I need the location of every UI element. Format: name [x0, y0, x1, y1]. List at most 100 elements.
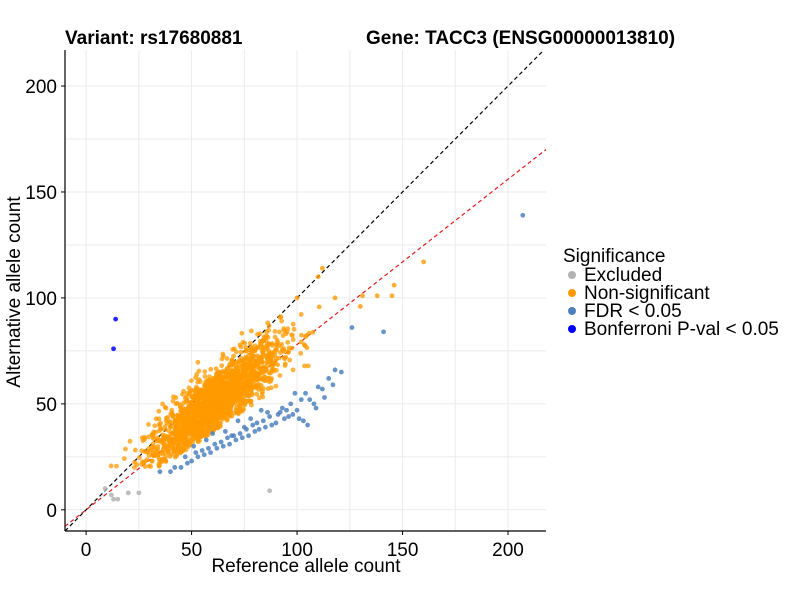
- nonsignificant-point: [276, 329, 282, 335]
- nonsignificant-point: [191, 427, 196, 433]
- fdr-point: [311, 401, 317, 407]
- nonsignificant-point: [196, 433, 202, 438]
- nonsignificant-point: [176, 429, 182, 435]
- fdr-point: [218, 439, 224, 445]
- nonsignificant-point: [142, 464, 148, 470]
- nonsignificant-point: [201, 401, 207, 407]
- nonsignificant-point: [156, 408, 162, 414]
- nonsignificant-point: [263, 366, 269, 372]
- bonferroni-point: [111, 346, 116, 352]
- fdr-point: [214, 445, 220, 451]
- nonsignificant-point: [298, 350, 304, 356]
- fdr-point: [195, 454, 201, 460]
- fdr-point: [284, 407, 289, 413]
- nonsignificant-point: [146, 434, 152, 440]
- nonsignificant-point: [290, 367, 296, 373]
- nonsignificant-point: [305, 363, 311, 369]
- y-tick-label: 0: [46, 501, 57, 522]
- nonsignificant-point: [263, 378, 269, 384]
- nonsignificant-point: [290, 332, 295, 338]
- nonsignificant-point: [306, 330, 312, 336]
- nonsignificant-point: [170, 414, 175, 420]
- legend-label-bonferroni: Bonferroni P-val < 0.05: [584, 319, 779, 340]
- nonsignificant-point: [225, 394, 231, 399]
- axes: [64, 50, 546, 532]
- fdr-point: [182, 454, 188, 460]
- nonsignificant-point: [265, 320, 271, 326]
- nonsignificant-point: [176, 442, 182, 448]
- fdr-point: [330, 382, 336, 388]
- nonsignificant-point: [262, 334, 268, 340]
- nonsignificant-point: [149, 458, 155, 464]
- fdr-point: [220, 443, 226, 449]
- title-variant: Variant: rs17680881: [65, 28, 243, 49]
- fdr-point: [246, 433, 251, 439]
- nonsignificant-point: [258, 367, 264, 373]
- title-gene: Gene: TACC3 (ENSG00000013810): [366, 28, 675, 49]
- fdr-point: [282, 416, 287, 422]
- nonsignificant-point: [196, 408, 201, 414]
- nonsignificant-point: [266, 348, 272, 354]
- fdr-point: [252, 429, 258, 434]
- nonsignificant-point: [257, 357, 263, 362]
- fdr-point: [239, 435, 245, 441]
- nonsignificant-point: [275, 339, 281, 345]
- excluded-point: [115, 496, 121, 502]
- nonsignificant-point: [207, 417, 212, 423]
- nonsignificant-point: [230, 361, 236, 367]
- nonsignificant-point: [190, 404, 195, 410]
- nonsignificant-point: [224, 417, 230, 423]
- fdr-point: [191, 443, 197, 449]
- nonsignificant-point: [208, 366, 214, 372]
- nonsignificant-point: [248, 328, 254, 334]
- nonsignificant-point: [244, 392, 249, 398]
- nonsignificant-point: [298, 339, 304, 345]
- nonsignificant-point: [268, 385, 274, 391]
- fdr-point: [275, 412, 281, 417]
- nonsignificant-point: [236, 363, 242, 368]
- nonsignificant-point: [206, 427, 212, 433]
- nonsignificant-point: [237, 403, 243, 409]
- nonsignificant-point: [201, 392, 207, 398]
- nonsignificant-point: [302, 343, 308, 349]
- tick-labels: 0 50 100 150 200 0 50 100 150 200: [25, 77, 524, 561]
- nonsignificant-point: [239, 409, 245, 414]
- excluded-point: [267, 488, 273, 494]
- nonsignificant-point: [168, 424, 173, 430]
- nonsignificant-point: [207, 374, 212, 380]
- nonsignificant-point: [139, 459, 145, 465]
- legend: Significance Excluded Non-significant FD…: [563, 246, 779, 340]
- nonsignificant-point: [228, 375, 234, 381]
- nonsignificant-point: [249, 392, 255, 398]
- legend-label-fdr: FDR < 0.05: [584, 301, 682, 322]
- fdr-point: [210, 431, 216, 436]
- nonsignificant-point: [294, 295, 300, 301]
- nonsignificant-point: [171, 448, 177, 454]
- nonsignificant-point: [254, 359, 259, 365]
- nonsignificant-point: [276, 355, 282, 361]
- nonsignificant-point: [198, 389, 203, 395]
- fdr-point: [286, 414, 292, 419]
- legend-label-excluded: Excluded: [584, 265, 662, 286]
- fdr-point: [288, 401, 294, 407]
- fdr-point: [172, 465, 178, 470]
- nonsignificant-point: [184, 427, 190, 432]
- fdr-point: [208, 450, 213, 455]
- legend-title: Significance: [563, 246, 665, 267]
- nonsignificant-point: [298, 312, 304, 317]
- nonsignificant-point: [205, 422, 211, 428]
- nonsignificant-point: [168, 419, 173, 425]
- fdr-point: [233, 437, 239, 443]
- nonsignificant-point: [319, 265, 325, 271]
- nonsignificant-point: [235, 396, 241, 402]
- nonsignificant-point: [204, 433, 209, 439]
- nonsignificant-point: [268, 359, 274, 365]
- nonsignificant-point: [252, 343, 258, 349]
- nonsignificant-point: [231, 392, 237, 398]
- fdr-point: [206, 445, 211, 451]
- nonsignificant-point: [201, 421, 207, 427]
- nonsignificant-point: [246, 352, 252, 358]
- fdr-point: [254, 420, 260, 426]
- nonsignificant-point: [213, 366, 219, 372]
- nonsignificant-point: [240, 365, 246, 371]
